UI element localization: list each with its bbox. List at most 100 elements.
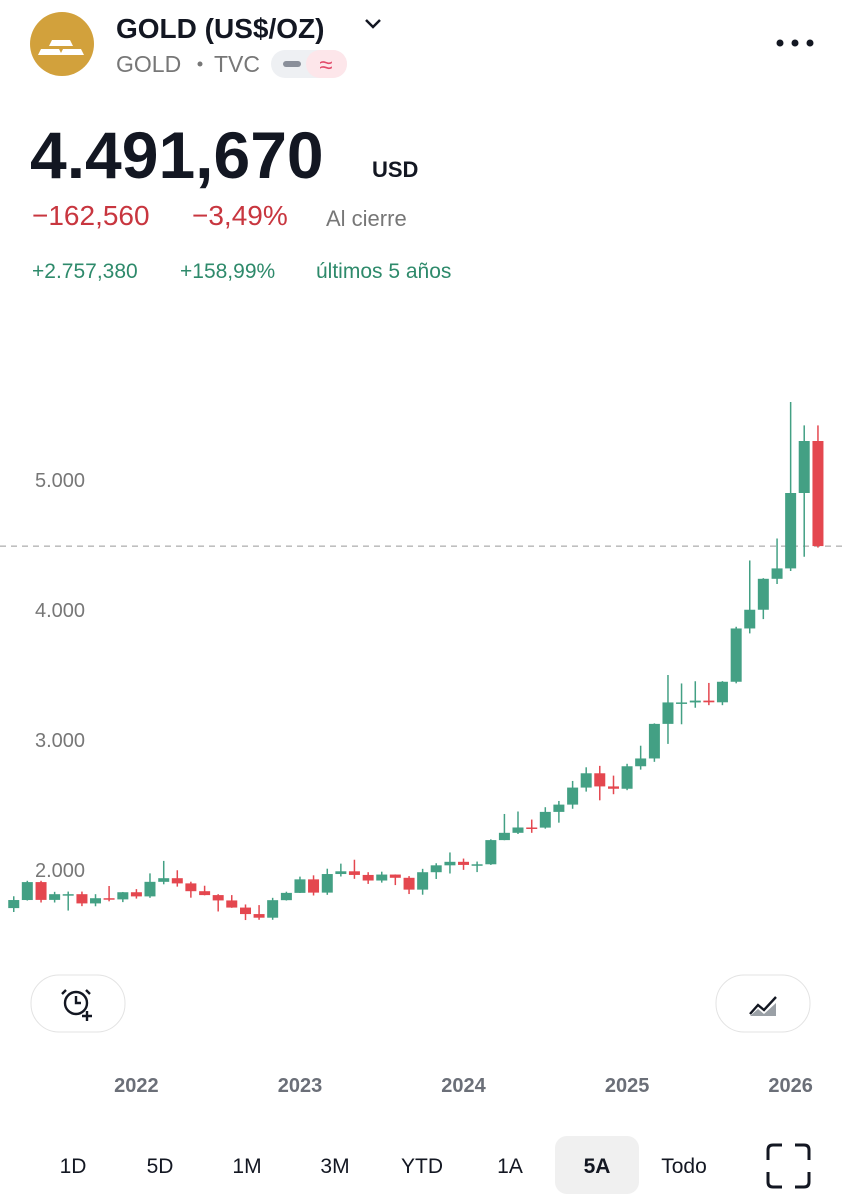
status-approx: ≈ [319,52,332,79]
candle-body [648,723,660,759]
x-tick-label: 2023 [278,1075,323,1097]
candle-body [362,874,374,881]
candle-body [294,879,306,893]
candle-body [498,832,510,841]
range-button[interactable]: 1D [60,1155,87,1178]
candle-body [240,907,252,915]
candle-body [771,568,783,579]
candle-body [676,702,688,704]
candle-body [35,882,47,900]
candle-body [798,441,810,493]
candle-body [526,827,538,829]
candle-body [8,900,20,909]
range-selected-bg [555,1136,639,1194]
candle-body [335,871,347,875]
x-tick-label: 2026 [768,1075,813,1097]
candle-body [199,891,211,896]
status-dash [283,61,301,67]
candle-body [308,879,320,893]
more-menu[interactable] [776,39,814,47]
chart: 2.000 3.000 4.000 5.000 2022 2023 2024 2025 2026 [0,402,842,1097]
candle-body [703,700,715,703]
candle-body [267,900,279,918]
candle-body [226,900,238,908]
candle-body [103,898,115,900]
range-button[interactable]: 5D [147,1155,174,1178]
chart-style-icon [749,996,777,1015]
title-chevron[interactable] [365,19,381,29]
chart-style-button[interactable] [715,974,811,1033]
range-button[interactable]: YTD [401,1155,443,1178]
logo-bars [38,40,84,55]
period-change-pct: +158,99% [180,260,275,283]
candle-body [376,874,388,881]
candle-body [553,804,565,812]
chart-style-fill [750,1003,776,1016]
symbol: GOLD [116,51,181,77]
candle-body [716,681,728,703]
range-button[interactable]: Todo [661,1155,707,1178]
candle-body [430,865,442,873]
y-tick-label: 5.000 [35,470,85,492]
candle-body [567,787,579,805]
candle-body [580,773,592,788]
candle-body [130,892,142,897]
title[interactable]: GOLD (US$/OZ) [116,13,324,44]
candle-body [76,894,88,904]
candle-body [403,877,415,890]
candle-body [90,898,102,904]
candle-body [485,840,497,865]
price: 4.491,670 [30,118,324,192]
candle-body [621,766,633,789]
candle-body [185,883,197,892]
candle-body [348,871,360,875]
y-tick-label: 2.000 [35,860,85,882]
candle-body [280,892,292,901]
candle-body [812,441,824,547]
candle-body [253,914,265,918]
candle-body [594,773,606,787]
candle-body [158,878,170,882]
range-button[interactable]: 3M [320,1155,349,1178]
x-tick-label: 2025 [605,1075,650,1097]
x-tick-label: 2024 [441,1075,486,1097]
candle-body [21,882,33,901]
currency: USD [372,157,418,182]
candle-body [730,628,742,682]
candle-body [635,758,647,767]
range-button[interactable]: 1M [232,1155,261,1178]
candle-body [689,700,701,703]
candle-body [785,493,797,569]
x-tick-label: 2022 [114,1075,159,1097]
change-pct: −3,49% [192,200,288,231]
candle-body [539,811,551,828]
fullscreen-button[interactable] [766,1143,811,1189]
y-tick-label: 3.000 [35,730,85,752]
status-pill-right [306,50,347,78]
candle-body [49,894,61,900]
candle-body [144,881,156,897]
candle-body [321,874,333,893]
candle-body [608,786,620,789]
candle-body [512,827,524,833]
range-button[interactable]: 1A [497,1155,523,1178]
candle-body [458,861,470,865]
candle-body [471,864,483,866]
candle-body [662,702,674,724]
market-status: Al cierre [326,206,407,231]
y-tick-label: 4.000 [35,600,85,622]
candle-body [757,578,769,610]
range-button[interactable]: 5A [584,1155,611,1178]
exchange: TVC [214,51,260,77]
range-bar: 1D 5D 1M 3M YTD 1A 5A Todo [60,1136,707,1194]
candle-body [171,878,183,884]
alert-icon [61,989,92,1021]
candle-body [444,861,456,866]
period-label: últimos 5 años [316,260,451,283]
change: −162,560 [32,200,150,231]
candle-body [389,874,401,878]
candle-body [417,872,429,890]
candle-body [62,894,74,896]
